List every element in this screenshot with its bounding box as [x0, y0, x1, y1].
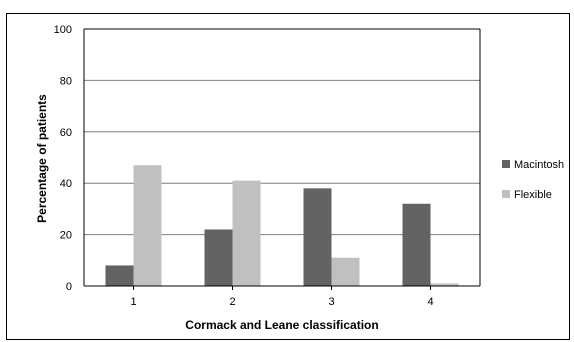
legend: Macintosh Flexible: [502, 159, 564, 201]
y-tick-label: 60: [60, 127, 72, 139]
x-tick-labels: 1 2 3 4: [130, 286, 434, 308]
legend-swatch-flexible: [502, 190, 510, 198]
bar-flexible-2: [232, 180, 261, 286]
x-tick-label: 1: [130, 296, 136, 308]
legend-label-macintosh: Macintosh: [514, 159, 564, 171]
x-tick-label: 3: [328, 296, 334, 308]
bar-flexible-4: [430, 283, 459, 286]
y-tick-label: 20: [60, 230, 72, 242]
x-axis-label: Cormack and Leane classification: [185, 318, 378, 332]
x-tick-label: 2: [229, 296, 235, 308]
legend-swatch-macintosh: [502, 160, 510, 168]
y-tick-label: 100: [54, 24, 72, 36]
y-tick-label: 0: [66, 281, 72, 293]
y-axis-label: Percentage of patients: [35, 94, 49, 223]
bar-macintosh-2: [204, 229, 233, 286]
bar-flexible-1: [133, 165, 162, 286]
y-tick-label: 80: [60, 75, 72, 87]
y-tick-label: 40: [60, 178, 72, 190]
bar-macintosh-1: [105, 265, 134, 286]
x-tick-label: 4: [427, 296, 433, 308]
bar-macintosh-4: [402, 203, 431, 286]
bar-macintosh-3: [303, 188, 332, 286]
legend-label-flexible: Flexible: [514, 189, 552, 201]
bars: [105, 165, 459, 286]
y-tick-labels: 0 20 40 60 80 100: [54, 24, 72, 293]
bar-flexible-3: [331, 257, 360, 286]
